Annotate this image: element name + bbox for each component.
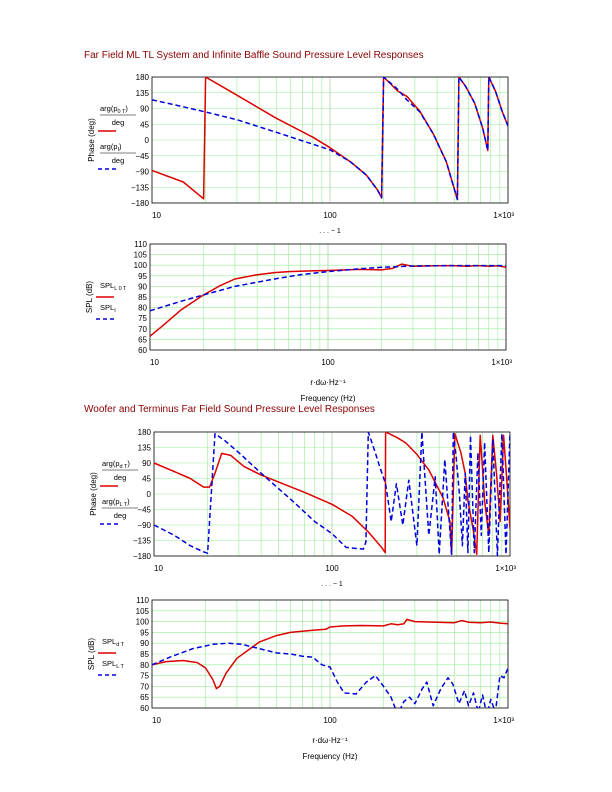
x-tick-label: 10 xyxy=(150,358,159,367)
series-line-blue xyxy=(150,264,506,312)
y-axis-label: SPL (dB) xyxy=(85,281,94,313)
legend-expression: arg(p0 T) xyxy=(100,104,128,115)
y-tick-label: −180 xyxy=(133,552,152,561)
x-axis-label-frequency: Frequency (Hz) xyxy=(300,394,355,403)
y-tick-label: 105 xyxy=(136,607,150,616)
x-axis-label-frequency: Frequency (Hz) xyxy=(302,752,357,761)
y-tick-label: 45 xyxy=(142,475,151,484)
y-tick-label: 90 xyxy=(140,639,149,648)
y-tick-label: 60 xyxy=(138,346,147,355)
y-tick-label: 65 xyxy=(140,693,149,702)
y-tick-label: 105 xyxy=(134,251,148,260)
series-line-red xyxy=(152,618,508,690)
y-tick-label: −135 xyxy=(131,183,150,192)
plot-frame xyxy=(151,76,509,204)
x-tick-label: 1×10³ xyxy=(493,716,514,725)
y-tick-label: 0 xyxy=(145,136,150,145)
x-tick-label: 100 xyxy=(323,211,337,220)
legend-label: SPLL 0 T xyxy=(100,281,127,292)
y-tick-label: 85 xyxy=(140,650,149,659)
bottom-section-title: Woofer and Terminus Far Field Sound Pres… xyxy=(84,404,375,415)
y-tick-label: 90 xyxy=(142,459,151,468)
x-tick-label: 10 xyxy=(154,564,163,573)
y-tick-label: 110 xyxy=(136,596,149,605)
x-tick-label: 1×10³ xyxy=(493,211,514,220)
x-axis-label-partial: . . . − 1 xyxy=(321,581,343,588)
y-tick-label: 85 xyxy=(138,293,147,302)
plot-frame xyxy=(151,599,509,709)
y-tick-label: 90 xyxy=(138,282,147,291)
y-tick-label: −90 xyxy=(137,521,151,530)
plot-frame xyxy=(153,431,511,557)
legend-label: SPLL T xyxy=(102,659,124,670)
y-axis-label: Phase (deg) xyxy=(89,472,98,516)
y-axis-label: SPL (dB) xyxy=(87,638,96,670)
y-tick-label: −135 xyxy=(133,537,152,546)
x-tick-label: 1×10³ xyxy=(491,358,512,367)
legend-denominator: deg xyxy=(114,473,127,482)
series-line-blue xyxy=(154,432,510,556)
y-tick-label: 135 xyxy=(138,444,152,453)
y-tick-label: 60 xyxy=(140,704,149,713)
plot-frame xyxy=(149,243,507,351)
top-section-title: Far Field ML TL System and Infinite Baff… xyxy=(84,50,424,61)
y-tick-label: −90 xyxy=(135,168,149,177)
x-tick-label: 10 xyxy=(152,211,161,220)
series-line-red xyxy=(154,432,510,556)
y-tick-label: 70 xyxy=(140,682,149,691)
x-axis-label: r·dω·Hz⁻¹ xyxy=(310,378,346,387)
y-tick-label: 80 xyxy=(138,304,147,313)
y-tick-label: 80 xyxy=(140,661,149,670)
legend-label: SPLd T xyxy=(102,637,125,648)
x-axis-label: r·dω·Hz⁻¹ xyxy=(312,736,348,745)
legend-denominator: deg xyxy=(112,156,125,165)
y-tick-label: 180 xyxy=(136,73,150,82)
y-tick-label: 135 xyxy=(136,89,150,98)
y-tick-label: 65 xyxy=(138,335,147,344)
legend-expression: arg(pL T) xyxy=(102,497,130,508)
y-tick-label: 110 xyxy=(134,240,147,249)
y-tick-label: −180 xyxy=(131,199,150,208)
y-tick-label: 0 xyxy=(147,490,152,499)
legend-expression: arg(pI) xyxy=(100,142,122,153)
y-tick-label: −45 xyxy=(135,152,149,161)
legend-denominator: deg xyxy=(112,118,125,127)
y-tick-label: 75 xyxy=(140,672,149,681)
series-line-red xyxy=(150,263,506,337)
y-tick-label: 45 xyxy=(140,120,149,129)
y-tick-label: 70 xyxy=(138,325,147,334)
x-tick-label: 100 xyxy=(325,564,339,573)
x-tick-label: 10 xyxy=(152,716,161,725)
x-axis-label-partial: . . . − 1 xyxy=(319,228,341,235)
y-tick-label: 100 xyxy=(134,261,148,270)
legend-label: SPLI xyxy=(100,303,116,314)
legend-expression: arg(pd T) xyxy=(102,459,130,470)
y-tick-label: 180 xyxy=(138,428,152,437)
y-tick-label: 95 xyxy=(138,272,147,281)
x-tick-label: 100 xyxy=(321,358,335,367)
y-tick-label: 95 xyxy=(140,628,149,637)
x-tick-label: 100 xyxy=(323,716,337,725)
y-tick-label: 75 xyxy=(138,314,147,323)
y-tick-label: 90 xyxy=(140,105,149,114)
y-tick-label: −45 xyxy=(137,506,151,515)
legend-denominator: deg xyxy=(114,511,127,520)
x-tick-label: 1×10³ xyxy=(495,564,516,573)
y-axis-label: Phase (deg) xyxy=(87,118,96,162)
y-tick-label: 100 xyxy=(136,618,150,627)
series-line-blue xyxy=(152,77,508,201)
